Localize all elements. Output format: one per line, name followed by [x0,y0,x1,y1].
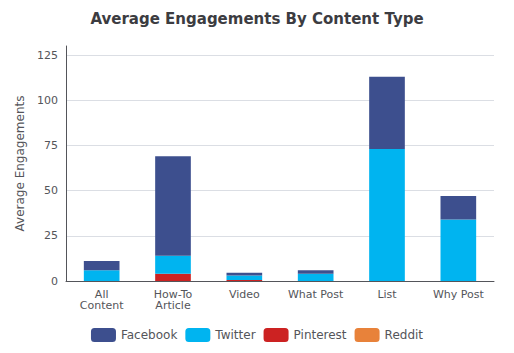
svg-text:How-To: How-To [153,288,193,301]
svg-text:All: All [94,288,109,301]
svg-text:50: 50 [44,184,58,197]
svg-text:Twitter: Twitter [214,328,255,342]
svg-text:Facebook: Facebook [121,328,177,342]
svg-text:Content: Content [80,299,124,312]
svg-text:125: 125 [37,49,58,62]
svg-text:What Post: What Post [288,288,344,301]
svg-text:0: 0 [51,275,58,288]
svg-text:Article: Article [155,299,191,312]
svg-text:List: List [377,288,397,301]
svg-text:Pinterest: Pinterest [294,328,347,342]
svg-text:75: 75 [44,139,58,152]
svg-text:Average Engagements: Average Engagements [13,96,27,232]
svg-text:25: 25 [44,229,58,242]
svg-text:Average Engagements By Content: Average Engagements By Content Type [90,10,423,28]
svg-text:Video: Video [229,288,260,301]
svg-text:Reddit: Reddit [385,328,424,342]
svg-text:Why Post: Why Post [433,288,485,301]
svg-text:100: 100 [37,94,58,107]
